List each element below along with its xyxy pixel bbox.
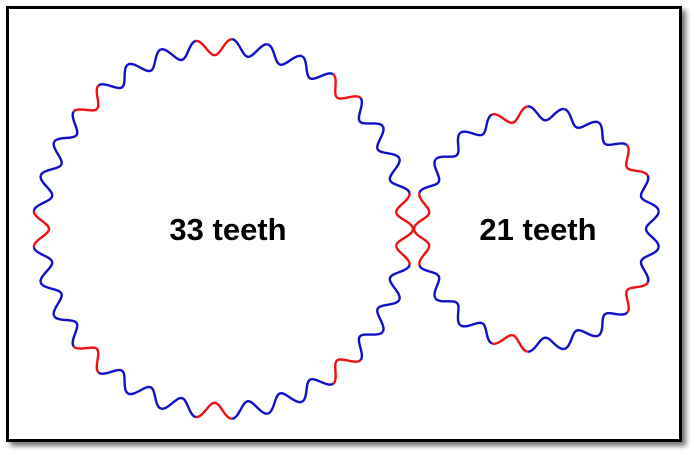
gear-large-tooth	[127, 385, 162, 410]
gear-large-tooth-highlighted	[195, 38, 233, 57]
gear-small-tooth	[644, 210, 660, 248]
gear-small-tooth	[597, 311, 628, 337]
gear-large-tooth	[376, 298, 401, 333]
gear-large-tooth-highlighted	[72, 84, 100, 113]
gear-large-tooth	[32, 246, 54, 283]
gear-small-tooth	[639, 246, 660, 283]
gear-large-tooth-highlighted	[195, 401, 233, 420]
gear-large-tooth	[39, 281, 63, 317]
gear-small-tooth	[434, 132, 462, 161]
gear-small-tooth-highlighted	[625, 144, 649, 177]
gear-large-tooth	[357, 330, 384, 361]
gear-small-tooth	[434, 297, 462, 326]
gear-small-label: 21 teeth	[479, 212, 596, 247]
gear-small: 21 teeth	[412, 105, 660, 353]
gear-large-teeth	[32, 38, 415, 420]
gear-small-tooth-highlighted	[412, 192, 431, 230]
gear-small-tooth-highlighted	[625, 281, 649, 314]
gear-large-tooth	[231, 400, 268, 420]
gear-large-tooth	[53, 315, 79, 348]
gear-small-tooth	[563, 107, 599, 130]
gear-small-tooth	[597, 121, 628, 147]
gear-small-tooth-highlighted	[491, 105, 529, 125]
gear-large-tooth	[388, 158, 411, 194]
gear-large-tooth-highlighted	[32, 210, 51, 248]
gear-large-tooth	[388, 264, 411, 300]
gear-large: 33 teeth	[32, 38, 415, 420]
gear-small-tooth	[459, 113, 493, 137]
gear-small-tooth-highlighted	[491, 333, 529, 353]
gear-large-tooth	[267, 43, 303, 66]
gear-large-tooth-highlighted	[395, 193, 415, 230]
gear-large-tooth-highlighted	[395, 228, 415, 265]
gear-large-tooth	[160, 39, 197, 62]
gear-large-tooth	[231, 38, 268, 58]
gear-small-tooth-highlighted	[412, 228, 431, 266]
gear-small-tooth	[639, 175, 660, 212]
gear-small-tooth	[459, 321, 493, 345]
gear-large-tooth	[32, 175, 54, 212]
gear-small-tooth	[563, 328, 599, 351]
gear-large-tooth-highlighted	[332, 73, 362, 100]
gear-large-tooth	[97, 63, 129, 90]
gear-large-tooth	[357, 97, 384, 128]
gear-large-tooth	[267, 392, 303, 415]
gear-large-tooth	[127, 48, 162, 73]
gear-large-tooth	[160, 396, 197, 419]
gear-large-label: 33 teeth	[169, 212, 286, 247]
gear-small-tooth	[527, 105, 565, 122]
gear-large-tooth	[376, 125, 401, 160]
gear-large-tooth	[53, 110, 79, 143]
gear-small-tooth	[418, 264, 441, 299]
gear-large-tooth-highlighted	[72, 345, 100, 374]
gear-large-tooth	[97, 368, 129, 395]
gear-small-tooth	[418, 159, 441, 194]
gear-large-tooth	[301, 55, 334, 80]
gear-large-tooth-highlighted	[332, 358, 362, 385]
gear-small-teeth	[412, 105, 660, 353]
gear-large-tooth	[301, 378, 334, 403]
gear-small-tooth	[527, 336, 565, 353]
gear-large-tooth	[39, 141, 63, 177]
